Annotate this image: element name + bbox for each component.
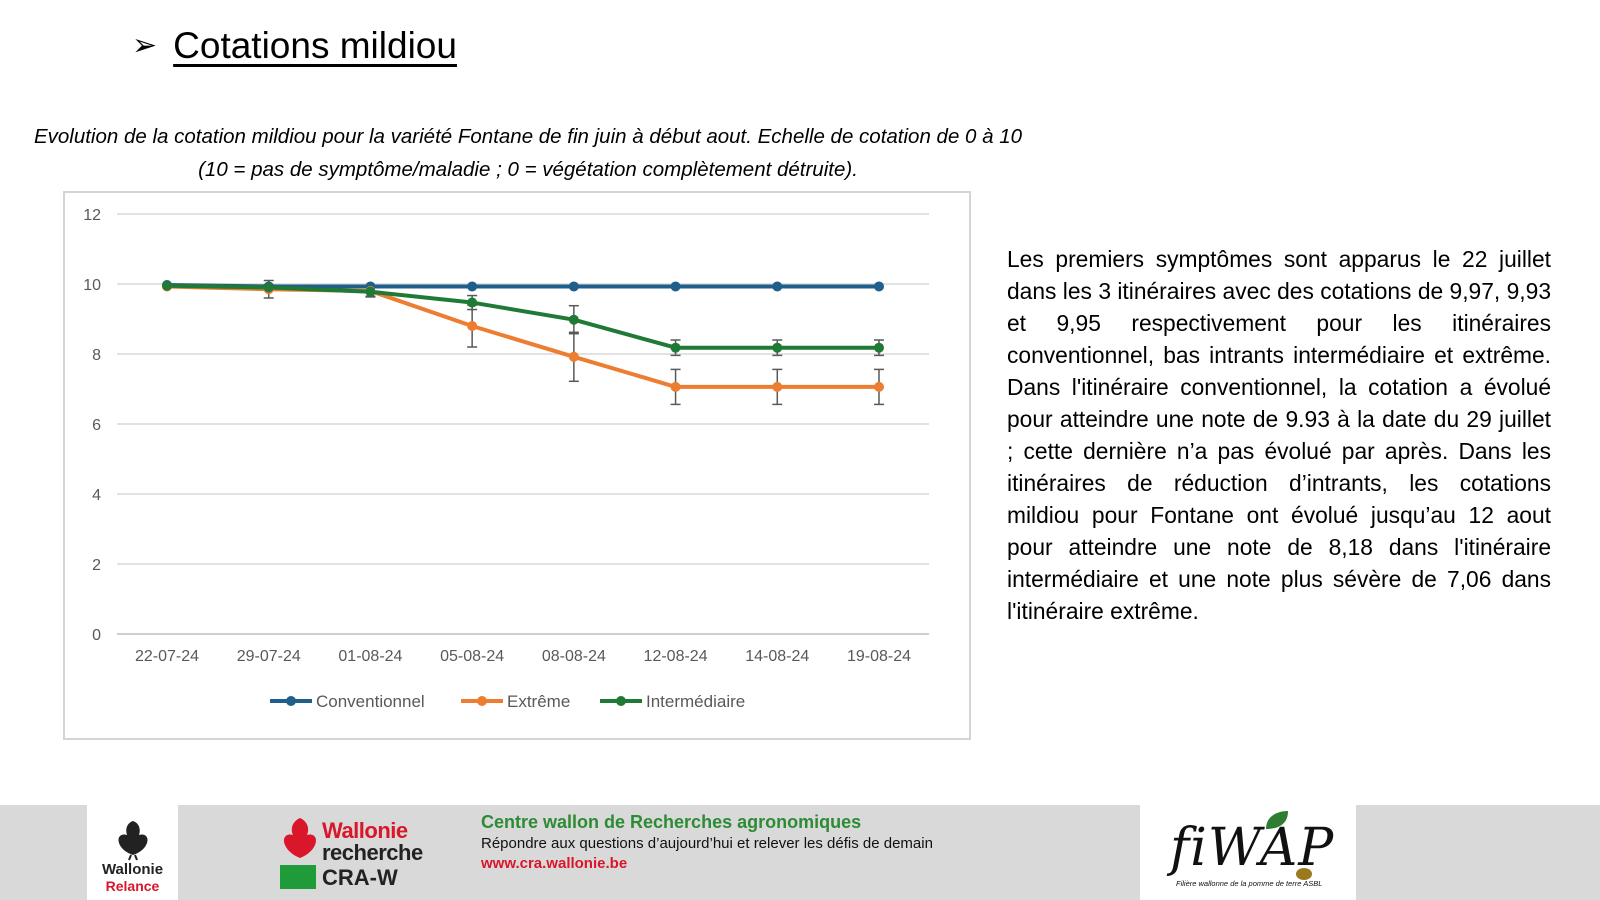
data-point [772, 281, 783, 292]
data-point [263, 282, 274, 293]
red-rooster-icon [283, 818, 317, 858]
rooster-icon [117, 821, 148, 861]
data-point [365, 286, 376, 297]
chart-container: 0 2 4 6 8 10 12 22-07-24 29-07-24 01-08-24 05-08-2… [63, 191, 971, 740]
data-point [467, 281, 478, 292]
data-point [467, 297, 478, 308]
relance-label: Relance [105, 878, 160, 894]
series-line [166, 283, 879, 350]
y-tick-label: 12 [83, 207, 101, 224]
data-point [874, 381, 884, 392]
cra-logo-recherche: recherche [322, 840, 423, 865]
data-point [772, 342, 783, 353]
cra-badge-icon [280, 865, 316, 889]
line-chart: 0 2 4 6 8 10 12 22-07-24 29-07-24 01-08-24 05-08-2… [83, 207, 929, 711]
wallonie-relance-logo: Wallonie Relance [87, 805, 178, 900]
arrow-bullet-icon: ➢ [132, 28, 158, 64]
data-point [568, 351, 579, 362]
data-point [568, 281, 579, 292]
cra-slogan: Répondre aux questions d’aujourd’hui et … [481, 835, 933, 852]
data-point [874, 281, 884, 292]
legend-label: Extrême [507, 692, 570, 711]
cra-info: Centre wallon de Recherches agronomiques… [481, 810, 933, 874]
data-point [772, 381, 783, 392]
cra-name: Centre wallon de Recherches agronomiques [481, 812, 862, 832]
fiwap-wordmark: fiWAP [1170, 818, 1335, 878]
data-point [874, 342, 884, 353]
footer-banner: Wallonie Relance Wallonie recherche CRA-… [0, 805, 1600, 900]
legend-marker [616, 696, 626, 706]
y-tick-label: 10 [83, 277, 101, 294]
y-tick-label: 2 [92, 557, 101, 574]
y-tick-label: 4 [92, 487, 101, 504]
caption-line-1: Evolution de la cotation mildiou pour la… [33, 125, 1023, 148]
legend-label: Conventionnel [316, 692, 425, 711]
x-tick-label: 19-08-24 [847, 648, 911, 665]
cra-logo-wallonie: Wallonie [322, 818, 408, 843]
data-point [670, 342, 681, 353]
y-tick-label: 6 [92, 417, 101, 434]
legend-label: Intermédiaire [646, 692, 745, 711]
wallonie-label: Wallonie [101, 861, 164, 878]
x-tick-label: 14-08-24 [745, 648, 809, 665]
x-tick-label: 01-08-24 [338, 648, 402, 665]
x-tick-label: 22-07-24 [135, 648, 199, 665]
slide-title: Cotations mildiou [173, 25, 457, 66]
x-tick-label: 12-08-24 [644, 648, 708, 665]
y-tick-label: 8 [92, 347, 101, 364]
slide-title-row: ➢ Cotations mildiou [132, 24, 457, 68]
caption-line-2: (10 = pas de symptôme/maladie ; 0 = végé… [198, 158, 858, 181]
x-tick-label: 08-08-24 [542, 648, 606, 665]
description-paragraph: Les premiers symptômes sont apparus le 2… [1007, 246, 1551, 624]
legend-marker [286, 696, 296, 706]
potato-icon [1296, 868, 1312, 880]
x-tick-label: 29-07-24 [237, 648, 301, 665]
fiwap-logo: fiWAP Filière wallonne de la pomme de te… [1140, 805, 1356, 900]
cra-logo-acronym: CRA-W [322, 865, 398, 890]
fiwap-subtitle: Filière wallonne de la pomme de terre AS… [1176, 879, 1323, 888]
leaf-icon [1266, 811, 1288, 829]
data-point [467, 321, 478, 331]
legend-marker [477, 696, 487, 706]
y-tick-label: 0 [92, 627, 101, 644]
series-line [166, 284, 879, 389]
data-point [670, 281, 681, 292]
x-tick-label: 05-08-24 [440, 648, 504, 665]
chart-caption: Evolution de la cotation mildiou pour la… [0, 120, 1056, 186]
data-point [568, 314, 579, 325]
data-point [162, 280, 172, 291]
wallonie-recherche-logo: Wallonie recherche CRA-W [280, 813, 430, 893]
data-point [670, 381, 681, 392]
cra-website-link[interactable]: www.cra.wallonie.be [481, 855, 628, 872]
